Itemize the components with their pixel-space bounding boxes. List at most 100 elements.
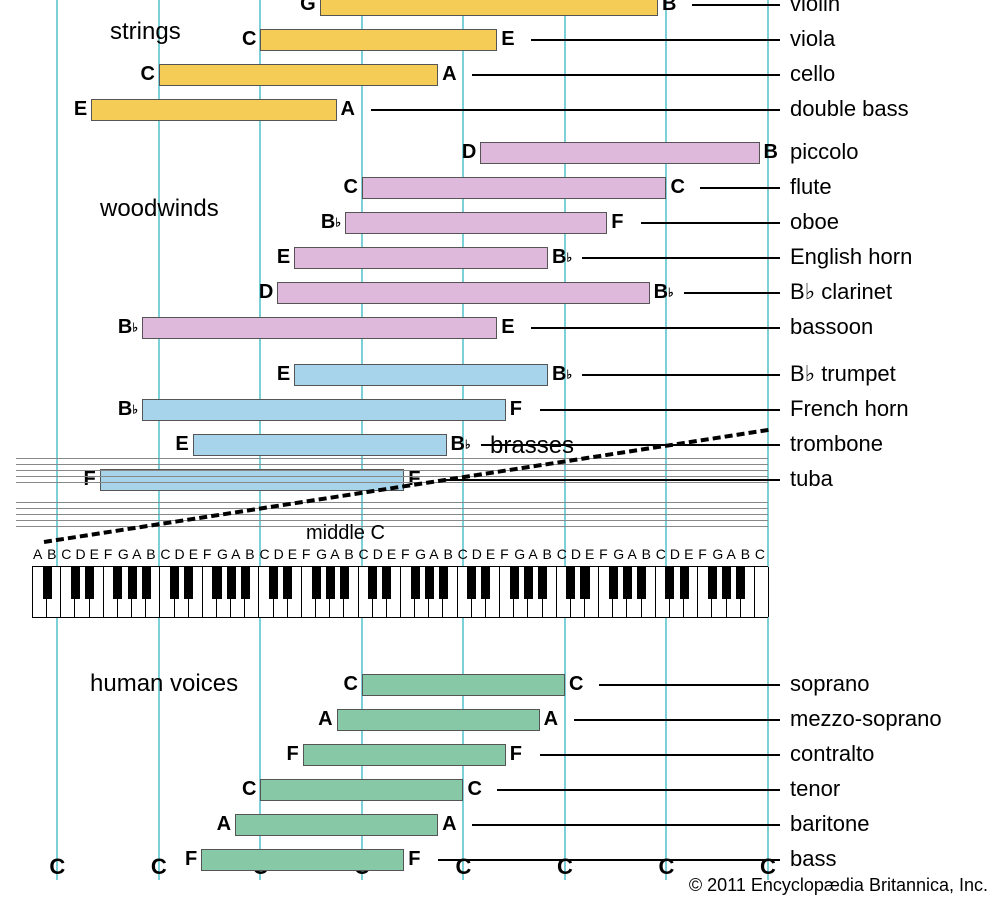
instrument-name: soprano (790, 671, 870, 697)
note-high-label: B (662, 0, 676, 16)
leader-line (472, 824, 780, 826)
black-key (510, 567, 519, 599)
note-high-label: F (611, 211, 623, 234)
black-key (212, 567, 221, 599)
instrument-name: piccolo (790, 139, 858, 165)
range-bar (362, 177, 667, 199)
black-key (382, 567, 391, 599)
black-key (283, 567, 292, 599)
range-bar (320, 0, 658, 16)
instrument-name: flute (790, 174, 832, 200)
white-key (755, 567, 769, 617)
note-low-label: B♭ (118, 316, 138, 339)
leader-line (641, 222, 780, 224)
leader-line (599, 684, 780, 686)
note-low-label: C (343, 176, 357, 199)
note-low-label: B♭ (321, 211, 341, 234)
black-key (538, 567, 547, 599)
instrument-name: mezzo-soprano (790, 706, 942, 732)
note-high-label: A (442, 813, 456, 836)
note-low-label: D (462, 141, 476, 164)
instrument-name: bass (790, 846, 836, 872)
black-key (142, 567, 151, 599)
note-low-label: C (343, 673, 357, 696)
note-low-label: A (217, 813, 231, 836)
range-row: C Ctenor (0, 779, 1000, 801)
instrument-name: trombone (790, 431, 883, 457)
leader-line (692, 4, 780, 6)
note-high-label: A (544, 708, 558, 731)
middle-c-label: middle C (306, 522, 385, 545)
instrument-name: B♭ clarinet (790, 279, 892, 305)
instrument-name: viola (790, 26, 835, 52)
instrument-name: tenor (790, 776, 840, 802)
black-key (481, 567, 490, 599)
range-bar (91, 99, 336, 121)
instrument-name: baritone (790, 811, 870, 837)
note-low-label: B♭ (118, 398, 138, 421)
leader-line (582, 374, 780, 376)
black-key (184, 567, 193, 599)
black-key (665, 567, 674, 599)
black-key (467, 567, 476, 599)
range-row: C Cflute (0, 177, 1000, 199)
range-row: CCsoprano (0, 674, 1000, 696)
copyright: © 2011 Encyclopædia Britannica, Inc. (689, 875, 988, 896)
range-bar (201, 849, 404, 871)
range-row: B♭FFrench horn (0, 399, 1000, 421)
note-high-label: F (510, 743, 522, 766)
black-key (736, 567, 745, 599)
black-key (722, 567, 731, 599)
range-bar (337, 709, 540, 731)
range-row: DBpiccolo (0, 142, 1000, 164)
note-high-label: C (467, 778, 481, 801)
note-high-label: C (670, 176, 684, 199)
leader-line (582, 257, 780, 259)
range-row: DB♭B♭ clarinet (0, 282, 1000, 304)
range-row: EB♭English horn (0, 247, 1000, 269)
instrument-name: B♭ trumpet (790, 361, 896, 387)
note-low-label: E (74, 98, 87, 121)
note-low-label: C (242, 28, 256, 51)
black-key (708, 567, 717, 599)
leader-line (497, 789, 780, 791)
black-key (113, 567, 122, 599)
range-row: B♭Ebassoon (0, 317, 1000, 339)
black-key (326, 567, 335, 599)
instrument-name: cello (790, 61, 835, 87)
note-high-label: A (442, 63, 456, 86)
range-row: A Abaritone (0, 814, 1000, 836)
black-key (128, 567, 137, 599)
black-key (680, 567, 689, 599)
instrument-name: bassoon (790, 314, 873, 340)
note-low-label: F (185, 848, 197, 871)
note-high-label: B♭ (552, 363, 572, 386)
range-row: CEviola (0, 29, 1000, 51)
range-bar (480, 142, 759, 164)
instrument-name: English horn (790, 244, 912, 270)
black-key (71, 567, 80, 599)
black-key (566, 567, 575, 599)
leader-line (540, 754, 780, 756)
note-low-label: C (242, 778, 256, 801)
black-key (425, 567, 434, 599)
black-key (368, 567, 377, 599)
range-bar (142, 317, 497, 339)
range-bar (303, 744, 506, 766)
leader-line (684, 292, 780, 294)
black-key (227, 567, 236, 599)
note-low-label: A (318, 708, 332, 731)
black-key (411, 567, 420, 599)
black-key (524, 567, 533, 599)
range-row: A Amezzo-soprano (0, 709, 1000, 731)
instrument-name: double bass (790, 96, 909, 122)
note-high-label: B♭ (654, 281, 674, 304)
black-key (623, 567, 632, 599)
leader-line (540, 409, 780, 411)
range-bar (260, 779, 463, 801)
black-key (609, 567, 618, 599)
instrument-name: contralto (790, 741, 874, 767)
range-row: EB♭B♭ trumpet (0, 364, 1000, 386)
piano-keyboard (32, 566, 768, 618)
black-key (269, 567, 278, 599)
